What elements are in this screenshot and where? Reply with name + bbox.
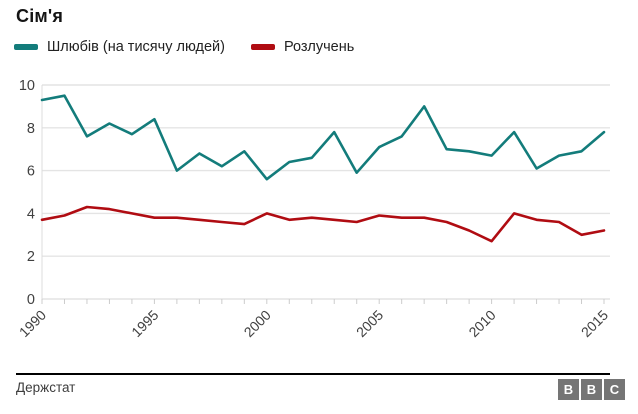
bbc-logo-letter: B bbox=[581, 379, 602, 400]
svg-text:1995: 1995 bbox=[128, 307, 161, 340]
svg-text:0: 0 bbox=[27, 292, 35, 308]
divorces-swatch-icon bbox=[250, 44, 275, 50]
svg-text:10: 10 bbox=[19, 78, 35, 94]
svg-text:2: 2 bbox=[27, 249, 35, 265]
source-label: Держстат bbox=[16, 380, 76, 395]
svg-text:8: 8 bbox=[27, 121, 35, 137]
y-axis-labels: 0 2 4 6 8 10 bbox=[19, 78, 35, 308]
svg-text:1990: 1990 bbox=[16, 307, 49, 340]
line-chart: 0 2 4 6 8 10 1990 1995 2000 2005 2010 2015 bbox=[16, 78, 611, 340]
footer-divider bbox=[16, 373, 610, 375]
svg-text:2000: 2000 bbox=[241, 307, 274, 340]
bbc-logo-letter: B bbox=[558, 379, 579, 400]
bbc-logo: B B C bbox=[558, 379, 625, 400]
bbc-logo-letter: C bbox=[604, 379, 625, 400]
marriages-line bbox=[40, 94, 606, 181]
svg-text:6: 6 bbox=[27, 164, 35, 180]
svg-text:2015: 2015 bbox=[578, 307, 611, 340]
gridlines bbox=[42, 84, 610, 300]
svg-text:2005: 2005 bbox=[353, 307, 386, 340]
legend: Шлюбів (на тисячу людей) Розлучень bbox=[14, 39, 354, 55]
legend-item-divorces: Розлучень bbox=[250, 39, 355, 55]
marriages-swatch-icon bbox=[14, 44, 38, 50]
legend-item-marriages: Шлюбів (на тисячу людей) bbox=[14, 39, 225, 55]
svg-text:4: 4 bbox=[27, 206, 35, 222]
legend-label-divorces: Розлучень bbox=[283, 39, 355, 55]
x-axis: 1990 1995 2000 2005 2010 2015 bbox=[16, 299, 611, 340]
svg-text:2010: 2010 bbox=[465, 307, 498, 340]
legend-label-marriages: Шлюбів (на тисячу людей) bbox=[47, 39, 225, 55]
divorces-line bbox=[40, 205, 606, 243]
chart-title: Сім'я bbox=[16, 6, 64, 26]
